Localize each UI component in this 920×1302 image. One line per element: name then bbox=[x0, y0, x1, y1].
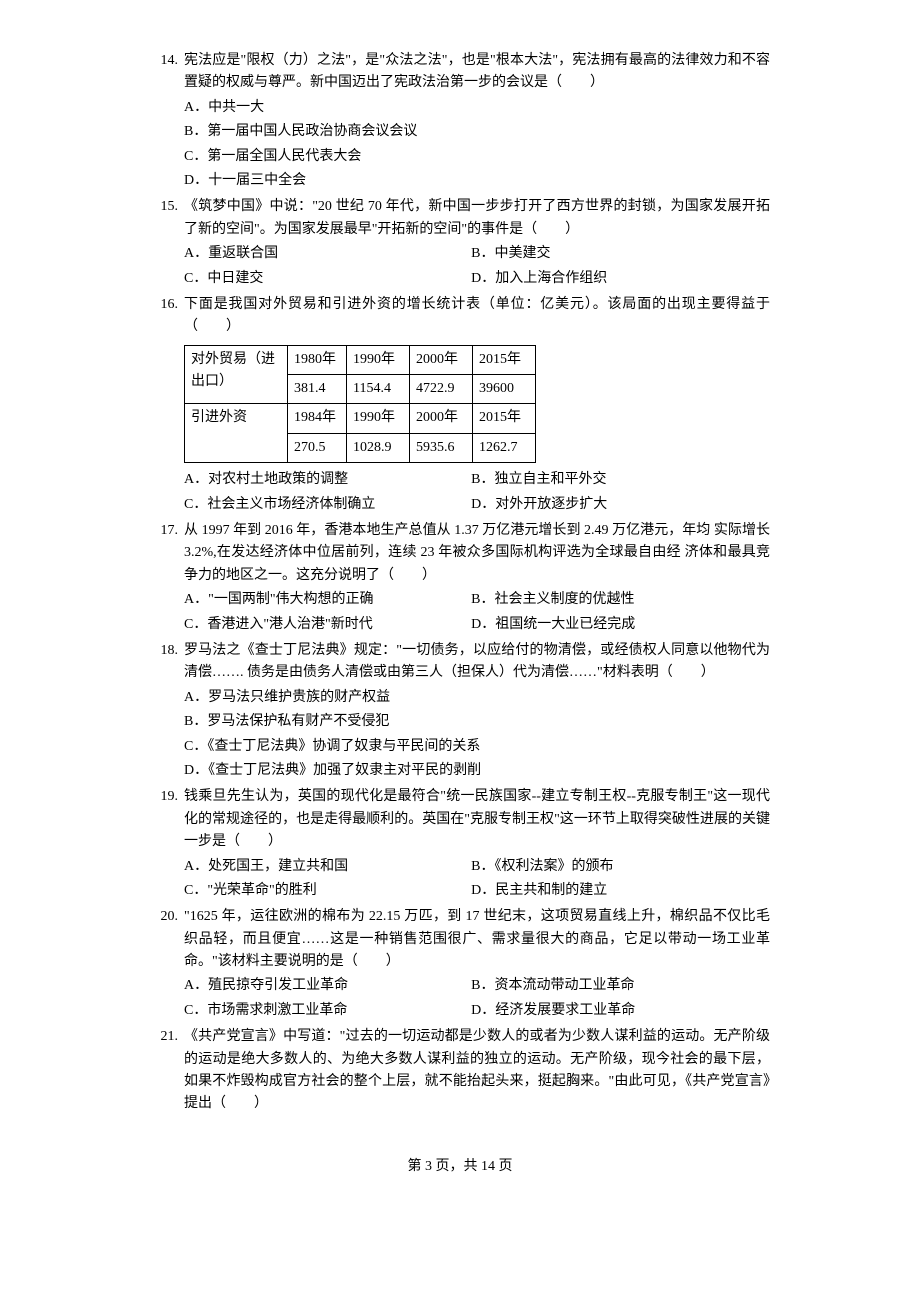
q15-options-row1: A．重返联合国 B．中美建交 bbox=[184, 243, 770, 265]
q16-option-b: B．独立自主和平外交 bbox=[471, 469, 770, 491]
q16-r2-v3: 1262.7 bbox=[473, 433, 536, 462]
q16-option-a: A．对农村土地政策的调整 bbox=[184, 469, 471, 491]
q14-number: 14. bbox=[150, 50, 184, 192]
q16-r1-y1: 1990年 bbox=[347, 345, 410, 374]
q21-number: 21. bbox=[150, 1026, 184, 1116]
q17-options-row2: C．香港进入"港人治港"新时代 D．祖国统一大业已经完成 bbox=[184, 614, 770, 636]
q21-text: 《共产党宣言》中写道："过去的一切运动都是少数人的或者为少数人谋利益的运动。无产… bbox=[184, 1026, 770, 1116]
q14-option-d: D．十一届三中全会 bbox=[184, 170, 770, 192]
question-20: 20. "1625 年，运往欧洲的棉布为 22.15 万匹，到 17 世纪末，这… bbox=[150, 906, 770, 1022]
q16-r2-y2: 2000年 bbox=[410, 404, 473, 433]
q19-options-row2: C．"光荣革命"的胜利 D．民主共和制的建立 bbox=[184, 880, 770, 902]
q19-number: 19. bbox=[150, 786, 184, 902]
q18-option-d: D．《查士丁尼法典》加强了奴隶主对平民的剥削 bbox=[184, 760, 770, 782]
question-14: 14. 宪法应是"限权（力）之法"，是"众法之法"，也是"根本大法"，宪法拥有最… bbox=[150, 50, 770, 192]
q14-options: A．中共一大 B．第一届中国人民政治协商会议会议 C．第一届全国人民代表大会 D… bbox=[184, 97, 770, 193]
q17-options-row1: A．"一国两制"伟大构想的正确 B．社会主义制度的优越性 bbox=[184, 589, 770, 611]
q20-option-d: D．经济发展要求工业革命 bbox=[471, 1000, 770, 1022]
q17-option-b: B．社会主义制度的优越性 bbox=[471, 589, 770, 611]
q18-option-c: C．《查士丁尼法典》协调了奴隶与平民间的关系 bbox=[184, 736, 770, 758]
q19-text: 钱乘旦先生认为，英国的现代化是最符合"统一民族国家--建立专制王权--克服专制王… bbox=[184, 786, 770, 853]
q20-text: "1625 年，运往欧洲的棉布为 22.15 万匹，到 17 世纪末，这项贸易直… bbox=[184, 906, 770, 973]
q16-option-c: C．社会主义市场经济体制确立 bbox=[184, 494, 471, 516]
q16-r2-v1: 1028.9 bbox=[347, 433, 410, 462]
q16-r2-y1: 1990年 bbox=[347, 404, 410, 433]
q20-option-c: C．市场需求刺激工业革命 bbox=[184, 1000, 471, 1022]
q17-option-d: D．祖国统一大业已经完成 bbox=[471, 614, 770, 636]
q20-body: "1625 年，运往欧洲的棉布为 22.15 万匹，到 17 世纪末，这项贸易直… bbox=[184, 906, 770, 1022]
q15-text: 《筑梦中国》中说："20 世纪 70 年代，新中国一步步打开了西方世界的封锁，为… bbox=[184, 196, 770, 241]
q14-option-c: C．第一届全国人民代表大会 bbox=[184, 146, 770, 168]
q15-option-a: A．重返联合国 bbox=[184, 243, 471, 265]
q16-text: 下面是我国对外贸易和引进外资的增长统计表（单位：亿美元）。该局面的出现主要得益于… bbox=[184, 294, 770, 339]
q19-body: 钱乘旦先生认为，英国的现代化是最符合"统一民族国家--建立专制王权--克服专制王… bbox=[184, 786, 770, 902]
q16-r2-v2: 5935.6 bbox=[410, 433, 473, 462]
q14-body: 宪法应是"限权（力）之法"，是"众法之法"，也是"根本大法"，宪法拥有最高的法律… bbox=[184, 50, 770, 192]
q16-r1-y0: 1980年 bbox=[288, 345, 347, 374]
q17-body: 从 1997 年到 2016 年，香港本地生产总值从 1.37 万亿港元增长到 … bbox=[184, 520, 770, 636]
q16-body: 下面是我国对外贸易和引进外资的增长统计表（单位：亿美元）。该局面的出现主要得益于… bbox=[184, 294, 770, 516]
q16-r2-v0: 270.5 bbox=[288, 433, 347, 462]
q16-number: 16. bbox=[150, 294, 184, 516]
q18-option-b: B．罗马法保护私有财产不受侵犯 bbox=[184, 711, 770, 733]
q19-option-a: A．处死国王，建立共和国 bbox=[184, 856, 471, 878]
q20-option-a: A．殖民掠夺引发工业革命 bbox=[184, 975, 471, 997]
table-row: 引进外资 1984年 1990年 2000年 2015年 bbox=[185, 404, 536, 433]
q16-options-row2: C．社会主义市场经济体制确立 D．对外开放逐步扩大 bbox=[184, 494, 770, 516]
q16-table: 对外贸易（进出口） 1980年 1990年 2000年 2015年 381.4 … bbox=[184, 345, 536, 464]
q18-body: 罗马法之《查士丁尼法典》规定："一切债务，以应给付的物清偿，或经债权人同意以他物… bbox=[184, 640, 770, 782]
q16-r2-y0: 1984年 bbox=[288, 404, 347, 433]
question-19: 19. 钱乘旦先生认为，英国的现代化是最符合"统一民族国家--建立专制王权--克… bbox=[150, 786, 770, 902]
question-17: 17. 从 1997 年到 2016 年，香港本地生产总值从 1.37 万亿港元… bbox=[150, 520, 770, 636]
q18-option-a: A．罗马法只维护贵族的财产权益 bbox=[184, 687, 770, 709]
q15-number: 15. bbox=[150, 196, 184, 290]
q17-text: 从 1997 年到 2016 年，香港本地生产总值从 1.37 万亿港元增长到 … bbox=[184, 520, 770, 587]
q16-r1-v0: 381.4 bbox=[288, 375, 347, 404]
q14-option-a: A．中共一大 bbox=[184, 97, 770, 119]
q14-text: 宪法应是"限权（力）之法"，是"众法之法"，也是"根本大法"，宪法拥有最高的法律… bbox=[184, 50, 770, 95]
q19-options-row1: A．处死国王，建立共和国 B．《权利法案》的颁布 bbox=[184, 856, 770, 878]
question-18: 18. 罗马法之《查士丁尼法典》规定："一切债务，以应给付的物清偿，或经债权人同… bbox=[150, 640, 770, 782]
question-15: 15. 《筑梦中国》中说："20 世纪 70 年代，新中国一步步打开了西方世界的… bbox=[150, 196, 770, 290]
q16-option-d: D．对外开放逐步扩大 bbox=[471, 494, 770, 516]
q20-options-row2: C．市场需求刺激工业革命 D．经济发展要求工业革命 bbox=[184, 1000, 770, 1022]
q16-r1-v2: 4722.9 bbox=[410, 375, 473, 404]
table-row: 对外贸易（进出口） 1980年 1990年 2000年 2015年 bbox=[185, 345, 536, 374]
q16-r1-y2: 2000年 bbox=[410, 345, 473, 374]
q16-r2-label: 引进外资 bbox=[185, 404, 288, 463]
q16-options-row1: A．对农村土地政策的调整 B．独立自主和平外交 bbox=[184, 469, 770, 491]
q17-option-c: C．香港进入"港人治港"新时代 bbox=[184, 614, 471, 636]
question-16: 16. 下面是我国对外贸易和引进外资的增长统计表（单位：亿美元）。该局面的出现主… bbox=[150, 294, 770, 516]
q20-number: 20. bbox=[150, 906, 184, 1022]
q20-options-row1: A．殖民掠夺引发工业革命 B．资本流动带动工业革命 bbox=[184, 975, 770, 997]
q14-option-b: B．第一届中国人民政治协商会议会议 bbox=[184, 121, 770, 143]
q18-text: 罗马法之《查士丁尼法典》规定："一切债务，以应给付的物清偿，或经债权人同意以他物… bbox=[184, 640, 770, 685]
q20-option-b: B．资本流动带动工业革命 bbox=[471, 975, 770, 997]
q15-option-b: B．中美建交 bbox=[471, 243, 770, 265]
question-21: 21. 《共产党宣言》中写道："过去的一切运动都是少数人的或者为少数人谋利益的运… bbox=[150, 1026, 770, 1116]
q19-option-d: D．民主共和制的建立 bbox=[471, 880, 770, 902]
q16-r2-y3: 2015年 bbox=[473, 404, 536, 433]
q19-option-c: C．"光荣革命"的胜利 bbox=[184, 880, 471, 902]
q17-number: 17. bbox=[150, 520, 184, 636]
q16-r1-y3: 2015年 bbox=[473, 345, 536, 374]
q15-body: 《筑梦中国》中说："20 世纪 70 年代，新中国一步步打开了西方世界的封锁，为… bbox=[184, 196, 770, 290]
q18-options: A．罗马法只维护贵族的财产权益 B．罗马法保护私有财产不受侵犯 C．《查士丁尼法… bbox=[184, 687, 770, 783]
q15-option-d: D．加入上海合作组织 bbox=[471, 268, 770, 290]
q19-option-b: B．《权利法案》的颁布 bbox=[471, 856, 770, 878]
q15-options-row2: C．中日建交 D．加入上海合作组织 bbox=[184, 268, 770, 290]
q17-option-a: A．"一国两制"伟大构想的正确 bbox=[184, 589, 471, 611]
q16-r1-label: 对外贸易（进出口） bbox=[185, 345, 288, 404]
page-footer: 第 3 页，共 14 页 bbox=[150, 1156, 770, 1178]
q18-number: 18. bbox=[150, 640, 184, 782]
q21-body: 《共产党宣言》中写道："过去的一切运动都是少数人的或者为少数人谋利益的运动。无产… bbox=[184, 1026, 770, 1116]
q16-r1-v3: 39600 bbox=[473, 375, 536, 404]
page-container: 14. 宪法应是"限权（力）之法"，是"众法之法"，也是"根本大法"，宪法拥有最… bbox=[0, 0, 920, 1208]
q16-r1-v1: 1154.4 bbox=[347, 375, 410, 404]
q15-option-c: C．中日建交 bbox=[184, 268, 471, 290]
